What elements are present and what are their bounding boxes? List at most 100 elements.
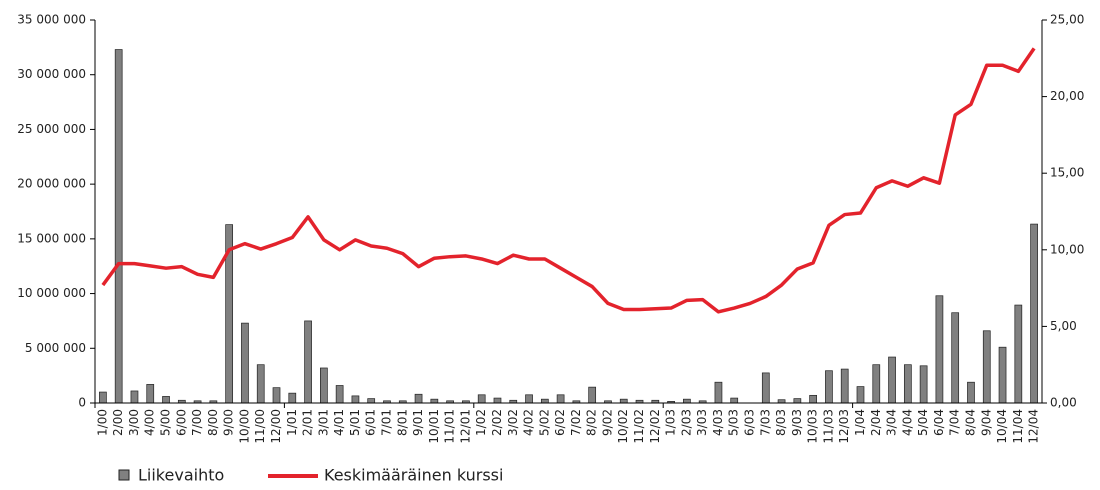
legend-label: Liikevaihto xyxy=(138,466,224,485)
bar xyxy=(761,372,770,404)
bar xyxy=(477,394,486,404)
bar xyxy=(856,386,865,404)
x-tick-label: 12/03 xyxy=(837,409,851,444)
x-tick-label: 3/01 xyxy=(316,409,330,436)
y-tick-label: 30 000 000 xyxy=(17,67,86,81)
x-tick-label: 8/00 xyxy=(206,409,220,436)
bar xyxy=(335,385,344,404)
x-tick-label: 6/04 xyxy=(932,409,946,436)
x-tick-label: 12/02 xyxy=(648,409,662,444)
x-tick-label: 3/03 xyxy=(695,409,709,436)
x-tick-label: 7/02 xyxy=(569,409,583,436)
x-tick-label: 6/00 xyxy=(174,409,188,436)
bar xyxy=(793,398,802,404)
x-tick-label: 4/01 xyxy=(332,409,346,436)
bar xyxy=(825,370,833,404)
x-tick-label: 12/01 xyxy=(458,409,472,444)
x-tick-label: 6/01 xyxy=(364,409,378,436)
bar xyxy=(967,381,975,404)
bar xyxy=(414,393,423,404)
x-tick-label: 1/00 xyxy=(95,409,109,436)
bar xyxy=(619,398,628,404)
legend-swatch xyxy=(118,469,130,481)
x-tick-label: 4/00 xyxy=(143,409,157,436)
x-tick-label: 8/04 xyxy=(963,409,977,436)
x-tick-label: 5/00 xyxy=(159,409,173,436)
x-tick-label: 9/04 xyxy=(979,409,993,436)
bar xyxy=(130,390,139,404)
bar xyxy=(714,381,723,404)
x-tick-label: 12/04 xyxy=(1027,409,1041,444)
y2-tick-label: 25,00 xyxy=(1050,13,1084,27)
bar xyxy=(872,364,881,404)
x-tick-label: 7/01 xyxy=(379,409,393,436)
x-tick-label: 7/00 xyxy=(190,409,204,436)
bar xyxy=(998,346,1007,404)
x-tick-label: 8/02 xyxy=(585,409,599,436)
x-tick-label: 11/03 xyxy=(821,409,835,444)
x-tick-label: 10/01 xyxy=(427,409,441,444)
bar xyxy=(1014,304,1023,404)
bar xyxy=(146,384,155,404)
x-tick-label: 6/03 xyxy=(743,409,757,436)
line xyxy=(101,47,1036,314)
x-tick-label: 3/02 xyxy=(506,409,520,436)
y2-tick-label: 10,00 xyxy=(1050,242,1084,256)
bar xyxy=(935,295,944,404)
bar xyxy=(982,330,991,404)
y2-tick-label: 5,00 xyxy=(1050,319,1077,333)
bar xyxy=(288,392,297,404)
x-tick-label: 12/00 xyxy=(269,409,283,444)
x-tick-label: 6/02 xyxy=(553,409,567,436)
bar xyxy=(162,396,170,404)
x-tick-label: 10/03 xyxy=(806,409,820,444)
x-tick-label: 10/04 xyxy=(995,409,1009,444)
bar xyxy=(809,394,817,404)
y-tick-label: 0 xyxy=(78,396,86,410)
y-tick-label: 35 000 000 xyxy=(17,13,86,27)
x-tick-label: 9/00 xyxy=(222,409,236,436)
y-tick-label: 20 000 000 xyxy=(17,177,86,191)
bar xyxy=(241,322,249,404)
x-tick-label: 2/01 xyxy=(301,409,315,436)
x-tick-label: 11/04 xyxy=(1011,409,1025,444)
x-tick-label: 1/03 xyxy=(664,409,678,436)
bar xyxy=(888,356,896,404)
bar xyxy=(840,368,849,404)
y-tick-label: 25 000 000 xyxy=(17,122,86,136)
x-tick-label: 4/03 xyxy=(711,409,725,436)
bar xyxy=(1030,223,1038,404)
bar xyxy=(272,387,281,404)
x-tick-label: 11/00 xyxy=(253,409,267,444)
x-tick-label: 10/00 xyxy=(237,409,251,444)
y-tick-label: 10 000 000 xyxy=(17,286,86,300)
x-tick-label: 9/01 xyxy=(411,409,425,436)
x-tick-label: 2/02 xyxy=(490,409,504,436)
x-tick-label: 9/03 xyxy=(790,409,804,436)
x-tick-label: 8/01 xyxy=(395,409,409,436)
bar xyxy=(903,364,912,404)
bar xyxy=(683,398,691,404)
y-tick-label: 15 000 000 xyxy=(17,231,86,245)
y2-tick-label: 15,00 xyxy=(1050,166,1084,180)
y2-tick-label: 0,00 xyxy=(1050,396,1077,410)
bar xyxy=(367,398,376,404)
bar xyxy=(99,391,107,404)
bar xyxy=(525,394,533,404)
bar xyxy=(493,397,502,404)
x-tick-label: 5/04 xyxy=(916,409,930,436)
bar xyxy=(320,367,328,404)
x-tick-label: 2/04 xyxy=(869,409,883,436)
x-tick-label: 2/00 xyxy=(111,409,125,436)
x-tick-label: 8/03 xyxy=(774,409,788,436)
x-tick-label: 11/01 xyxy=(443,409,457,444)
x-tick-label: 5/03 xyxy=(727,409,741,436)
y-tick-label: 5 000 000 xyxy=(25,341,86,355)
x-tick-label: 3/04 xyxy=(885,409,899,436)
bar xyxy=(730,397,739,404)
y2-tick-label: 20,00 xyxy=(1050,89,1084,103)
x-tick-label: 9/02 xyxy=(600,409,614,436)
bar xyxy=(556,394,565,404)
x-tick-label: 4/02 xyxy=(522,409,536,436)
